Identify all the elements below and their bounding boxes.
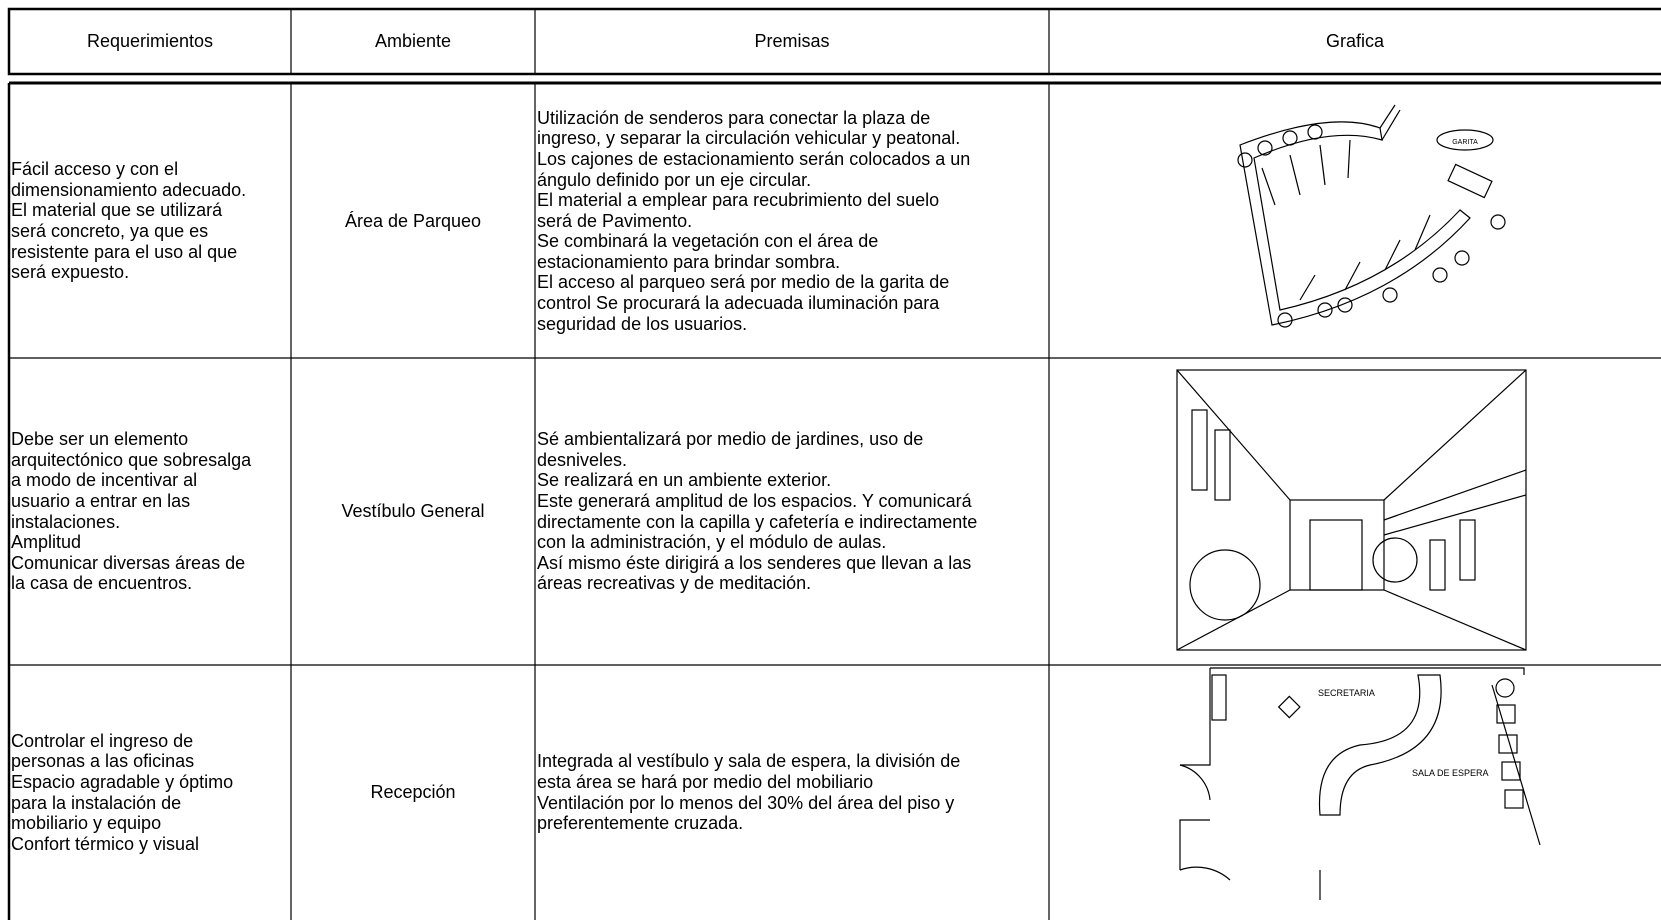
sketch-label: SECRETARIA (1318, 688, 1375, 698)
text-line: usuario a entrar en las (11, 490, 191, 511)
requirements-cell: Debe ser un elemento arquitectónico que s… (9, 358, 291, 665)
text-line: Así mismo éste dirigirá a los senderes q… (537, 552, 972, 573)
stalls (1261, 139, 1431, 301)
text-line: a modo de incentivar al (11, 470, 198, 491)
text-line: Vestíbulo General (341, 501, 485, 522)
text-line: Confort térmico y visual (11, 833, 200, 854)
text-line: resistente para el uso al que (11, 241, 238, 262)
text-line: control Se procurará la adecuada ilumina… (537, 293, 940, 314)
text-line: Utilización de senderos para conectar la… (537, 107, 931, 128)
sketch-label: GARITA (1452, 139, 1478, 146)
text-line: con la administración, y el módulo de au… (537, 532, 887, 553)
text-line: Se combinará la vegetación con el área d… (537, 231, 879, 252)
requirements-cell: Controlar el ingreso de personas a las of… (9, 665, 291, 920)
text-line: arquitectónico que sobresalga (11, 449, 252, 470)
text-line: Grafica (1325, 31, 1385, 52)
premises-cell: Sé ambientalizará por medio de jardines,… (535, 358, 1049, 665)
text-line: Fácil acceso y con el (11, 159, 179, 180)
text-line: instalaciones. (11, 511, 121, 532)
header-cell: Requerimientos (9, 9, 291, 74)
reception-sketch: SECRETARIA SALA DE ESPERA (1179, 667, 1541, 900)
vestibule-sketch (1176, 369, 1527, 651)
text-line: Los cajones de estacionamiento serán col… (537, 148, 971, 169)
text-line: será concreto, ya que es (11, 221, 209, 241)
header-cell: Grafica (1049, 9, 1661, 74)
text-line: Ventilación por lo menos del 30% del áre… (537, 792, 955, 813)
text-line: Este generará amplitud de los espacios. … (537, 490, 972, 511)
text-line: Ambiente (374, 31, 452, 52)
text-line: Requerimientos (86, 31, 214, 52)
text-line: Espacio agradable y óptimo (11, 771, 234, 792)
text-line: El acceso al parqueo será por medio de l… (537, 272, 950, 293)
text-line: Comunicar diversas áreas de (11, 552, 246, 573)
premises-cell: Integrada al vestíbulo y sala de espera,… (535, 665, 1049, 920)
text-line: ángulo definido por un eje circular. (537, 169, 812, 190)
text-line: para la instalación de (11, 792, 182, 813)
text-line: dimensionamiento adecuado. (11, 179, 247, 200)
text-line: Amplitud (11, 532, 82, 553)
text-line: El material que se utilizará (11, 200, 223, 221)
text-line: Se realizará en un ambiente exterior. (537, 470, 832, 491)
parking-sketch: GARITA (1237, 104, 1506, 328)
environment-cell: Vestíbulo General (291, 358, 535, 665)
text-line: esta área se hará por medio del mobiliar… (537, 771, 874, 792)
text-line: directamente con la capilla y cafetería … (537, 511, 978, 532)
requirements-cell: Fácil acceso y con el dimensionamiento ad… (9, 84, 291, 358)
environment-cell: Área de Parqueo (291, 84, 535, 358)
text-line: Premisas (754, 31, 830, 52)
text-line: ingreso, y separar la circulación vehicu… (537, 128, 961, 149)
text-line: será de Pavimento. (537, 210, 693, 231)
header-cell: Premisas (535, 9, 1049, 74)
text-line: Recepción (370, 782, 456, 803)
text-line: la casa de encuentros. (11, 573, 193, 594)
premises-cell: Utilización de senderos para conectar la… (535, 84, 1049, 358)
text-line: desniveles. (537, 449, 628, 470)
text-line: Área de Parqueo (344, 210, 482, 231)
text-line: mobiliario y equipo (11, 813, 162, 834)
text-line: Integrada al vestíbulo y sala de espera,… (537, 751, 961, 772)
table-lines (7, 7, 1661, 920)
header-cell: Ambiente (291, 9, 535, 74)
text-line: será expuesto. (11, 262, 130, 283)
text-line: Controlar el ingreso de (11, 730, 194, 751)
text-line: seguridad de los usuarios. (537, 313, 748, 334)
text-line: preferentemente cruzada. (537, 813, 744, 834)
text-line: áreas recreativas y de meditación. (537, 573, 812, 594)
environment-cell: Recepción (291, 665, 535, 920)
text-line: El material a emplear para recubrimiento… (537, 190, 940, 211)
text-line: Debe ser un elemento (11, 429, 189, 450)
text-line: estacionamiento para brindar sombra. (537, 251, 841, 272)
sketch-label: SALA DE ESPERA (1412, 768, 1489, 778)
text-line: personas a las oficinas (11, 751, 195, 772)
text-line: Sé ambientalizará por medio de jardines,… (537, 429, 924, 450)
